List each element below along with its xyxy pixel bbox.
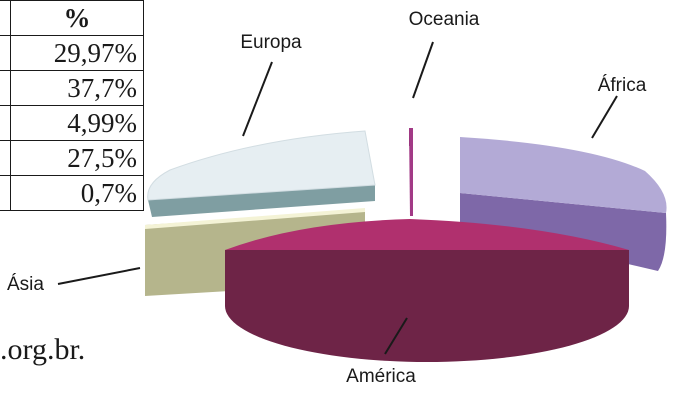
slice-label-asia: Ásia xyxy=(7,274,44,295)
slice-oceania-top xyxy=(409,128,413,216)
slice-america-side xyxy=(225,250,629,362)
table-cell-value: 29,97% xyxy=(10,35,144,71)
slice-africa-top xyxy=(460,137,667,213)
leader-line-asia xyxy=(57,267,141,285)
leader-line-america xyxy=(384,317,408,355)
table-row: 29,97% xyxy=(0,35,144,71)
table-row: 37,7% xyxy=(0,70,144,106)
table-cell-value: 4,99% xyxy=(10,105,144,141)
table-cell-value: 37,7% xyxy=(10,70,144,106)
slice-europa-side xyxy=(148,185,375,217)
table-row: 27,5% xyxy=(0,140,144,176)
slice-america xyxy=(225,219,629,362)
slice-label-africa: África xyxy=(598,75,647,96)
table-cell-value: 0,7% xyxy=(10,175,144,211)
leader-line-europa xyxy=(242,61,273,137)
slice-oceania xyxy=(409,128,413,216)
slice-europa-top xyxy=(147,130,376,201)
table-row: 0,7% xyxy=(0,175,144,211)
source-text: .org.br. xyxy=(0,333,86,366)
slice-label-europa: Europa xyxy=(240,32,302,53)
leader-line-oceania xyxy=(412,41,434,99)
slice-europa xyxy=(147,130,376,217)
table-cell-value: 27,5% xyxy=(10,140,144,176)
slice-america-top xyxy=(225,219,629,250)
leader-line-africa xyxy=(591,95,618,139)
percentage-table: % 29,97% 37,7% 4,99% 27,5% 0,7% xyxy=(0,0,144,211)
slice-asia-top xyxy=(145,208,365,229)
slice-label-oceania: Oceania xyxy=(409,9,480,30)
slice-label-america: América xyxy=(346,366,416,387)
table-row: 4,99% xyxy=(0,105,144,141)
